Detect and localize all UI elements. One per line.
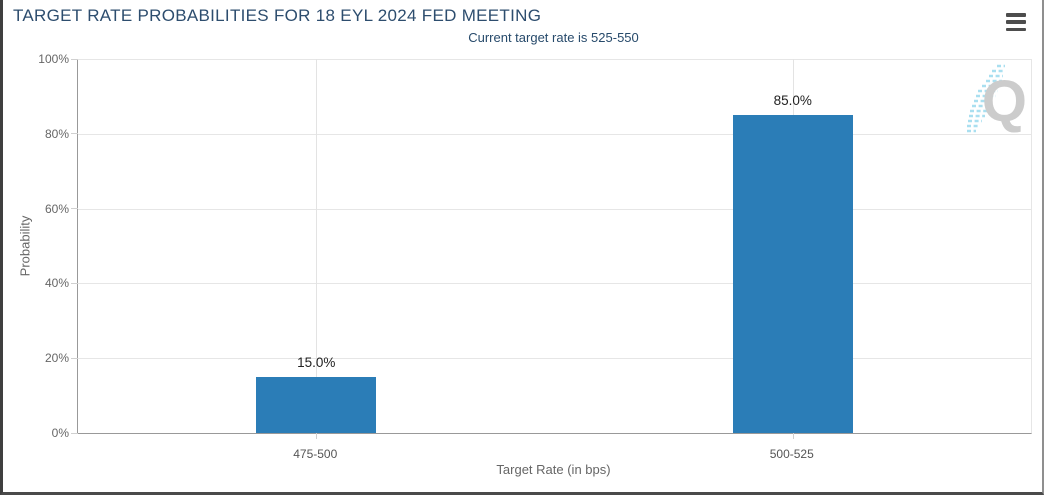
bar-500-525[interactable] xyxy=(732,115,853,433)
x-tick-mark xyxy=(792,433,794,439)
plot-area: Q 15.0% 85.0% xyxy=(71,58,1032,439)
y-tick-label: 100% xyxy=(38,52,69,66)
y-gridline xyxy=(78,208,1031,210)
y-axis-tick-labels: 0% 20% 40% 60% 80% 100% xyxy=(3,52,69,440)
chart-subtitle: Current target rate is 525-550 xyxy=(468,30,639,45)
x-axis-title: Target Rate (in bps) xyxy=(496,462,611,477)
watermark-streak-icon xyxy=(967,64,1005,133)
y-tick-mark xyxy=(71,282,78,284)
y-gridline xyxy=(78,283,1031,285)
y-tick-label: 0% xyxy=(51,426,69,440)
watermark-letter: Q xyxy=(981,69,1027,134)
bar-value-label: 15.0% xyxy=(297,354,336,370)
y-gridline xyxy=(78,133,1031,135)
x-axis-tick-labels: 475-500 500-525 xyxy=(77,441,1030,461)
x-tick-label: 475-500 xyxy=(293,447,338,461)
bar-475-500[interactable] xyxy=(256,376,377,433)
y-gridline xyxy=(78,358,1031,360)
y-tick-label: 20% xyxy=(44,351,69,366)
y-tick-mark xyxy=(71,133,78,135)
menu-bar xyxy=(1006,13,1026,17)
watermark-logo: Q xyxy=(961,63,1027,149)
y-tick-mark xyxy=(71,357,78,359)
chart-title: TARGET RATE PROBABILITIES FOR 18 EYL 202… xyxy=(13,6,542,25)
y-tick-mark xyxy=(71,208,78,210)
x-tick-label: 500-525 xyxy=(769,447,814,461)
y-tick-label: 40% xyxy=(44,276,69,291)
x-gridline xyxy=(316,59,318,433)
hamburger-menu-icon[interactable] xyxy=(1006,13,1026,31)
y-tick-mark xyxy=(71,432,78,434)
bar-value-label: 85.0% xyxy=(773,93,812,109)
y-tick-label: 80% xyxy=(44,126,69,141)
y-tick-mark xyxy=(71,58,78,60)
menu-bar xyxy=(1006,20,1026,24)
x-tick-mark xyxy=(316,433,318,439)
y-gridline xyxy=(78,59,1031,60)
menu-bar xyxy=(1006,27,1026,31)
y-tick-label: 60% xyxy=(44,201,69,216)
